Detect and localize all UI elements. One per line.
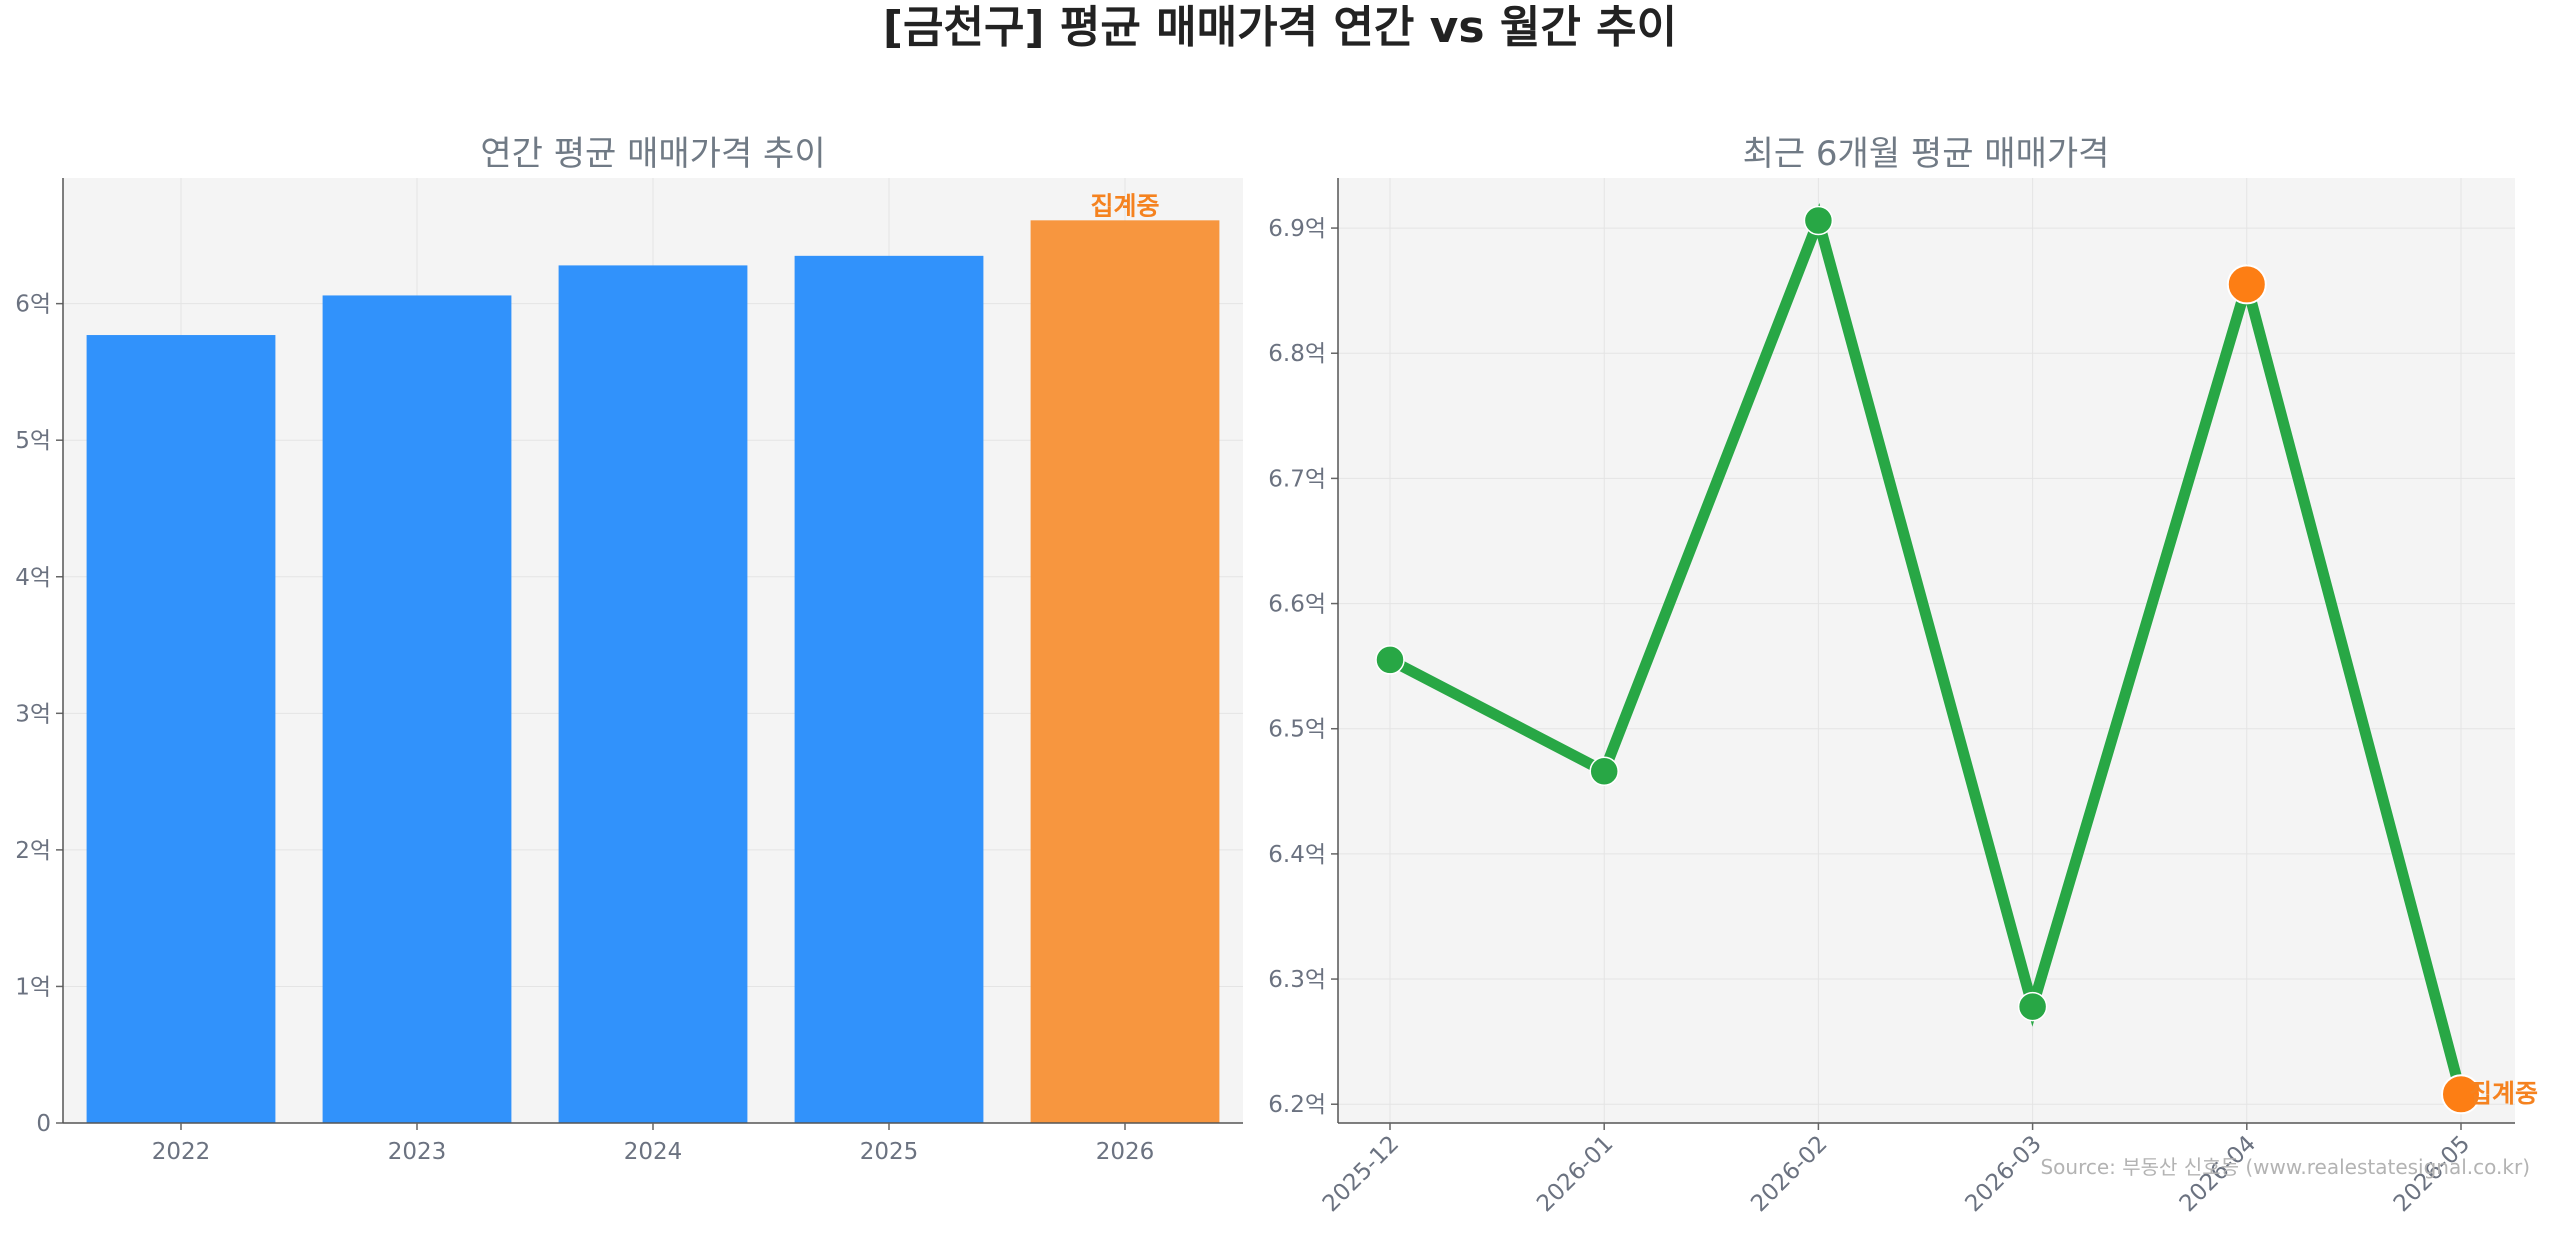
annual-bar-2026 xyxy=(1030,220,1220,1124)
monthly-y-tick-label: 6.2억 xyxy=(1268,1092,1326,1118)
monthly-y-tick-label: 6.4억 xyxy=(1268,842,1326,868)
annual-chart-title: 연간 평균 매매가격 추이 xyxy=(480,134,825,174)
annual-y-tick-label: 6억 xyxy=(15,292,51,318)
annual-bar-2022 xyxy=(86,335,276,1123)
monthly-point-2026-04 xyxy=(2226,264,2267,305)
monthly-point-2026-01 xyxy=(1589,756,1619,787)
annual-x-tick-label: 2024 xyxy=(624,1139,683,1165)
annual-y-tick-label: 2억 xyxy=(15,838,51,864)
annual-y-tick-label: 3억 xyxy=(15,701,51,727)
annual-y-tick-label: 4억 xyxy=(15,565,51,591)
monthly-in-progress-label: 집계중 xyxy=(2469,1079,2538,1108)
annual-x-tick-label: 2022 xyxy=(152,1139,211,1165)
monthly-price-line xyxy=(1387,203,2467,1096)
annual-in-progress-label: 집계중 xyxy=(1090,191,1159,220)
annual-bar-2025 xyxy=(794,255,984,1123)
monthly-point-2025-12 xyxy=(1375,645,1405,675)
monthly-y-tick-label: 6.7억 xyxy=(1268,466,1326,492)
annual-y-tick-label: 5억 xyxy=(15,428,51,454)
monthly-y-tick-label: 6.6억 xyxy=(1268,592,1326,618)
annual-x-tick-label: 2026 xyxy=(1096,1139,1155,1165)
source-note: Source: 부동산 신호등 (www.realestatesignal.co… xyxy=(2040,1155,2530,1179)
annual-y-tick-label: 1억 xyxy=(15,974,51,1000)
figure-title: [금천구] 평균 매매가격 연간 vs 월간 추이 xyxy=(883,2,1677,53)
monthly-chart-title: 최근 6개월 평균 매매가격 xyxy=(1743,134,2110,174)
monthly-y-tick-label: 6.8억 xyxy=(1268,341,1326,367)
annual-bar-chart: 0 1억 2억 3억 4억 5억 6억 집계중 2022 2023 2024 2025 2026 xyxy=(15,178,1243,1165)
monthly-point-2026-03 xyxy=(2017,991,2048,1022)
annual-y-tick-label: 0 xyxy=(36,1111,51,1137)
annual-x-tick-label: 2023 xyxy=(388,1139,447,1165)
monthly-y-tick-label: 6.5억 xyxy=(1268,717,1326,743)
monthly-line-chart: 6.2억6.3억6.4억6.5억6.6억6.7억6.8억6.9억집계중2025-… xyxy=(1268,178,2538,1217)
monthly-y-tick-label: 6.3억 xyxy=(1268,967,1326,993)
annual-x-tick-label: 2025 xyxy=(860,1139,919,1165)
monthly-plot-area xyxy=(1338,178,2515,1123)
monthly-point-2026-02 xyxy=(1803,205,1834,236)
annual-bar-2023 xyxy=(322,295,512,1123)
monthly-point-2026-05 xyxy=(2441,1074,2481,1115)
annual-bar-2024 xyxy=(558,265,748,1124)
monthly-y-tick-label: 6.9억 xyxy=(1268,216,1326,242)
